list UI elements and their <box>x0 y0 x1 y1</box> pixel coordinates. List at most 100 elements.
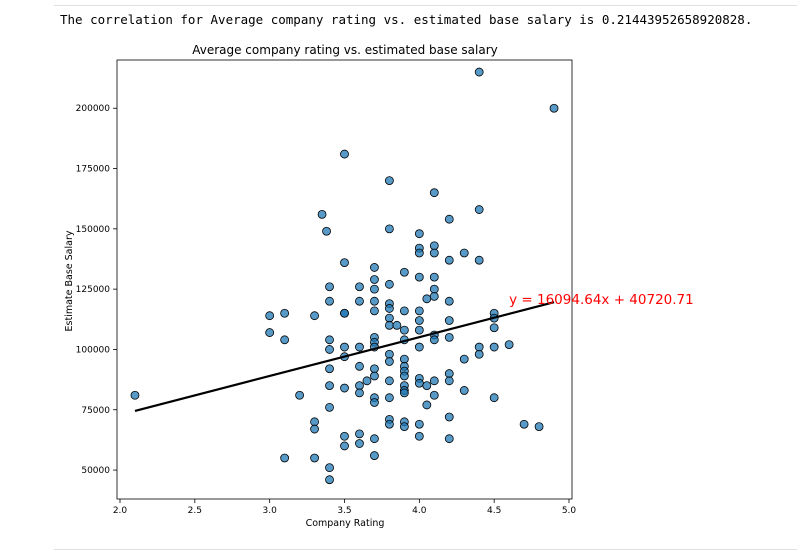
data-point <box>355 296 364 306</box>
data-point <box>340 431 349 441</box>
data-point <box>549 103 559 113</box>
data-point <box>489 342 499 352</box>
data-point <box>474 255 484 265</box>
data-point <box>385 419 394 429</box>
data-point <box>385 176 394 186</box>
data-point <box>280 453 290 463</box>
data-point <box>444 255 454 265</box>
data-point <box>474 67 484 77</box>
data-point <box>429 335 439 345</box>
data-point <box>429 248 439 258</box>
data-point <box>310 424 319 434</box>
data-point <box>444 376 454 386</box>
data-point <box>370 371 379 381</box>
data-point <box>414 431 424 441</box>
data-point <box>385 304 394 313</box>
data-point <box>370 451 379 460</box>
data-point <box>474 349 484 359</box>
data-point <box>325 463 334 473</box>
y-tick-label: 50000 <box>81 466 110 476</box>
data-point <box>370 275 379 284</box>
data-point <box>414 316 424 325</box>
data-point <box>325 296 334 306</box>
data-point <box>310 311 319 321</box>
data-point <box>322 226 331 236</box>
data-point <box>414 342 424 352</box>
data-point <box>362 376 372 386</box>
data-point <box>385 224 394 234</box>
data-point <box>399 306 409 316</box>
data-point <box>385 357 394 366</box>
x-axis-label: Company Rating <box>306 518 385 529</box>
data-point <box>399 371 409 381</box>
data-points <box>130 67 559 485</box>
cell-top-border <box>54 0 797 6</box>
data-point <box>519 419 529 429</box>
data-point <box>534 422 544 432</box>
data-point <box>370 398 379 407</box>
data-point <box>340 149 349 159</box>
data-point <box>414 419 424 429</box>
data-point <box>422 294 432 304</box>
data-point <box>370 284 379 294</box>
data-point <box>429 188 439 198</box>
data-point <box>414 306 424 316</box>
data-point <box>385 376 394 386</box>
data-point <box>444 412 454 422</box>
data-point <box>355 388 364 398</box>
data-point <box>340 258 349 268</box>
data-point <box>355 439 364 448</box>
data-point <box>392 320 402 330</box>
cell-bottom-border <box>54 549 797 550</box>
data-point <box>130 390 140 400</box>
regression-line <box>134 301 555 412</box>
data-point <box>325 381 334 391</box>
data-point <box>399 325 409 335</box>
data-point <box>429 291 439 301</box>
data-point <box>370 434 379 444</box>
regression-equation-label: y = 16094.64x + 40720.71 <box>509 292 694 308</box>
data-point <box>340 383 349 393</box>
data-point <box>385 279 394 289</box>
data-point <box>429 241 439 251</box>
y-tick-label: 75000 <box>81 406 110 416</box>
data-point <box>429 272 439 282</box>
data-point <box>355 342 364 352</box>
data-point <box>399 354 409 364</box>
data-point <box>280 308 290 318</box>
data-point <box>489 393 499 403</box>
data-point <box>385 313 394 323</box>
data-point <box>385 393 394 403</box>
data-point <box>355 361 364 371</box>
data-point <box>429 390 439 400</box>
data-point <box>325 364 334 374</box>
data-point <box>340 441 349 451</box>
correlation-output-text: The correlation for Average company rati… <box>60 12 753 27</box>
data-point <box>444 214 454 224</box>
data-point <box>504 340 514 350</box>
data-point <box>265 311 275 321</box>
data-point <box>414 378 424 388</box>
data-point <box>422 381 432 391</box>
data-point <box>444 434 454 444</box>
data-point <box>370 306 379 316</box>
data-point <box>429 284 439 294</box>
data-point <box>370 364 379 374</box>
data-point <box>414 248 424 258</box>
data-point <box>385 320 394 330</box>
y-tick-label: 175000 <box>76 165 111 175</box>
plot-area-frame <box>116 59 573 500</box>
data-point <box>325 402 334 412</box>
chart-title: Average company rating vs. estimated bas… <box>192 43 498 57</box>
x-tick-label: 2.5 <box>188 506 202 516</box>
data-point <box>414 325 424 335</box>
data-point <box>265 328 275 337</box>
data-point <box>459 386 469 395</box>
data-point <box>370 263 379 272</box>
data-point <box>474 205 484 214</box>
data-point <box>325 475 334 485</box>
data-point <box>280 335 290 345</box>
data-point <box>444 369 454 378</box>
data-point <box>295 390 304 400</box>
